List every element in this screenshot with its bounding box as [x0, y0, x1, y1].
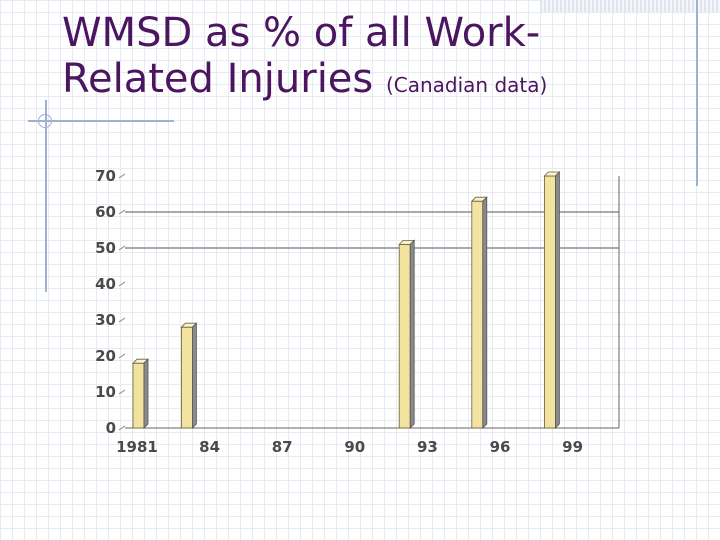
y-tick-label: 60: [95, 203, 116, 221]
y-tick-label: 10: [95, 383, 116, 401]
bar: [132, 362, 145, 429]
x-tick-label: 87: [272, 438, 293, 456]
bar: [471, 200, 484, 429]
bar-side: [555, 171, 560, 429]
y-tick-label: 20: [95, 347, 116, 365]
y-tick-label: 40: [95, 275, 116, 293]
bar-side: [409, 239, 415, 429]
y-tick-mark: [118, 353, 126, 359]
y-tick-label: 70: [95, 167, 116, 185]
bar: [398, 243, 411, 429]
x-tick-label: 99: [562, 438, 583, 456]
y-tick-label: 0: [106, 419, 116, 437]
title-line-2: Related Injuries: [62, 56, 374, 102]
y-tick-mark: [118, 281, 126, 287]
subtitle: (Canadian data): [385, 73, 548, 97]
y-tick-mark: [118, 425, 126, 431]
x-tick-label: 93: [417, 438, 438, 456]
bar: [544, 175, 556, 429]
x-tick-label: 96: [490, 438, 511, 456]
y-tick-mark: [118, 173, 126, 179]
bar: [180, 326, 193, 429]
bar-side: [482, 196, 488, 429]
y-tick-mark: [118, 389, 126, 395]
bar-side: [143, 358, 149, 429]
y-tick-label: 50: [95, 239, 116, 257]
y-tick-label: 30: [95, 311, 116, 329]
x-tick-label: 1981: [116, 438, 158, 456]
x-tick-label: 90: [344, 438, 365, 456]
decor-circle: [38, 114, 52, 128]
y-tick-mark: [118, 245, 126, 251]
y-tick-mark: [118, 317, 126, 323]
title-decor-line: [28, 120, 174, 122]
slide-title: WMSD as % of all Work- Related Injuries …: [62, 10, 547, 108]
bar-side: [191, 322, 197, 429]
left-decor-line: [45, 100, 47, 292]
y-tick-mark: [118, 209, 126, 215]
right-decor-line: [696, 0, 698, 186]
x-tick-label: 84: [199, 438, 220, 456]
title-line-1: WMSD as % of all Work-: [62, 10, 541, 56]
top-decor-band: [540, 0, 720, 12]
